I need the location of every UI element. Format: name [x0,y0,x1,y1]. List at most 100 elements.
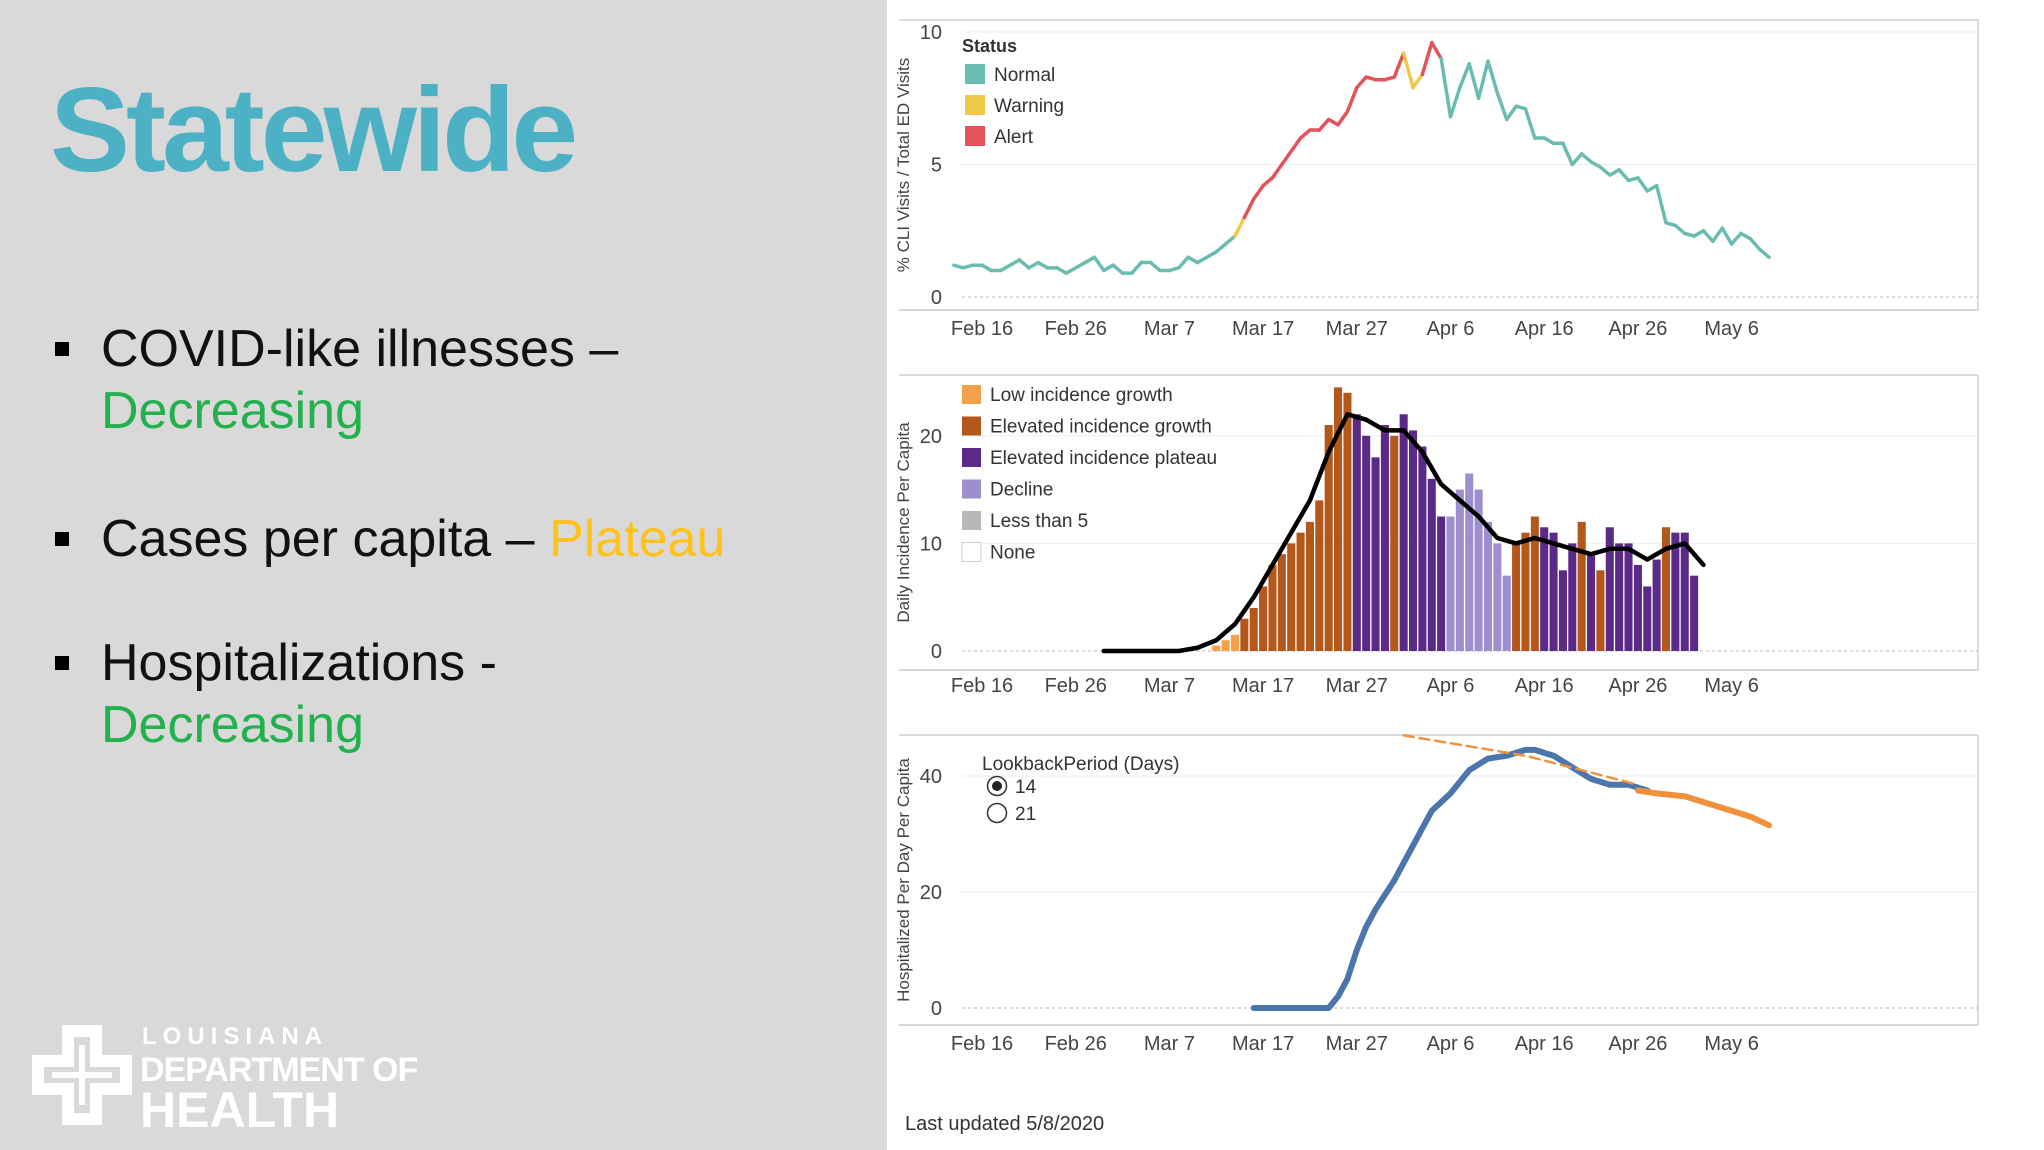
cli-line-segment [1439,56,1453,119]
incidence-bar [1549,532,1558,651]
cli-line-segment [1420,40,1434,77]
x-tick-label: Feb 16 [951,675,1013,697]
trend-dashed-line [1402,734,1640,786]
cli-line-segment [1739,231,1753,241]
x-tick-label: Apr 6 [1427,318,1475,340]
bullet-status: Decreasing [101,382,365,440]
cli-line-segment [1027,260,1040,270]
cli-line-segment [1504,104,1518,122]
incidence-bar [1380,425,1389,651]
bullet-cases: Cases per capita – Plateau [55,508,725,570]
y-tick-label: 0 [931,287,942,309]
incidence-bar [1540,527,1549,651]
cli-line-segment [1701,229,1715,244]
cli-line-segment [1102,263,1115,273]
x-tick-label: Feb 26 [1045,1033,1107,1055]
cli-line-segment [1083,255,1097,265]
y-tick-label: 40 [920,766,942,788]
legend-swatch [962,416,981,436]
cli-line-segment [1223,234,1237,246]
bullet-marker [55,656,69,670]
cli-line-segment [1317,117,1331,132]
incidence-bar [1671,532,1680,651]
legend-label: Normal [994,65,1055,86]
cli-line-segment [1355,75,1368,90]
incidence-bar [1558,570,1567,651]
cli-line-segment [1711,226,1724,244]
y-tick-label: 10 [920,533,942,555]
legend-label: None [990,543,1035,564]
chart-2: 0 10 20 Feb 16 Feb 26 Mar 7 Mar 17 Mar 27 Apr 6 A… [894,374,1979,697]
incidence-bar [1362,435,1371,651]
x-tick-label: Apr 16 [1515,1033,1574,1055]
incidence-bar [1268,564,1277,651]
incidence-bar [1427,478,1436,651]
cli-line-segment [1692,229,1706,238]
incidence-bar [1661,527,1671,651]
bullet-text: Hospitalizations - [101,634,497,692]
incidence-bar [1474,489,1483,651]
cli-line-segment [1617,168,1631,183]
y-tick-label: 20 [920,426,942,448]
cli-line-segment [1757,247,1771,259]
bullet-covid-like: COVID-like illnesses – Decreasing [55,318,618,442]
x-tick-label: Feb 16 [951,1033,1013,1055]
cli-line-segment [1008,258,1022,267]
cli-line-segment [1589,160,1603,169]
cli-line-segment [1130,260,1144,275]
legend-swatch [962,385,981,404]
legend-label: 21 [1015,804,1036,825]
incidence-bar [1690,575,1699,651]
legend-swatch [961,542,982,562]
slide-left-panel: Statewide COVID-like illnesses – Decreas… [0,0,887,1150]
legend-title: LookbackPeriod (Days) [982,754,1179,775]
incidence-bar [1343,392,1352,651]
x-tick-label: Mar 17 [1232,675,1294,697]
x-tick-label: Mar 7 [1144,1033,1195,1055]
incidence-bar [1221,640,1230,651]
legend-swatch [965,126,985,146]
cli-line-segment [1280,149,1293,167]
cli-line-segment [1261,176,1275,188]
cli-line-segment [1186,255,1200,265]
hospitalized-line [1250,746,1651,1011]
legend-swatch [965,64,985,84]
incidence-bar [1605,527,1614,651]
cli-line-segment [1392,51,1406,79]
cli-line-segment [1448,85,1462,119]
incidence-bar [1652,559,1661,651]
y-tick-label: 0 [931,641,942,663]
charts-panel: 0 5 10 Feb 16 Feb 26 Mar 7 Mar 17 Mar 27 Apr 6 Ap… [887,0,2044,1150]
cli-line-segment [1270,162,1284,180]
x-tick-label: Feb 26 [1045,318,1107,340]
cli-line-segment [1233,215,1247,238]
x-tick-label: Apr 26 [1608,318,1667,340]
x-tick-label: May 6 [1704,1033,1758,1055]
cli-line-segment [1720,226,1734,246]
cli-line-segment [1673,223,1687,236]
bullet-marker [55,342,69,356]
cli-line-segment [1430,40,1443,61]
incidence-bar [1277,554,1286,651]
incidence-bar [1212,645,1221,651]
incidence-bar [1287,543,1296,651]
incidence-bar [1680,532,1689,651]
radio-option-icon [986,802,1008,824]
incidence-bar [1455,489,1464,651]
incidence-bar [1596,570,1605,651]
cli-line-segment [1561,141,1575,167]
legend-label: 14 [1015,777,1037,798]
cli-line-segment [1336,109,1350,127]
cli-line-segment [1467,62,1481,100]
cli-line-segment [1411,72,1425,90]
y-axis-label: % CLI Visits / Total ED Visits [894,58,913,272]
incidence-bar [1521,532,1530,651]
incidence-bar [1305,521,1314,651]
legend-label: Alert [994,127,1034,148]
legend-swatch [962,511,981,530]
cli-line-segment [1195,255,1209,265]
incidence-bar [1530,516,1539,651]
incidence-bar [1465,473,1474,651]
cli-line-segment [1092,255,1106,273]
x-tick-label: Mar 7 [1144,318,1195,340]
